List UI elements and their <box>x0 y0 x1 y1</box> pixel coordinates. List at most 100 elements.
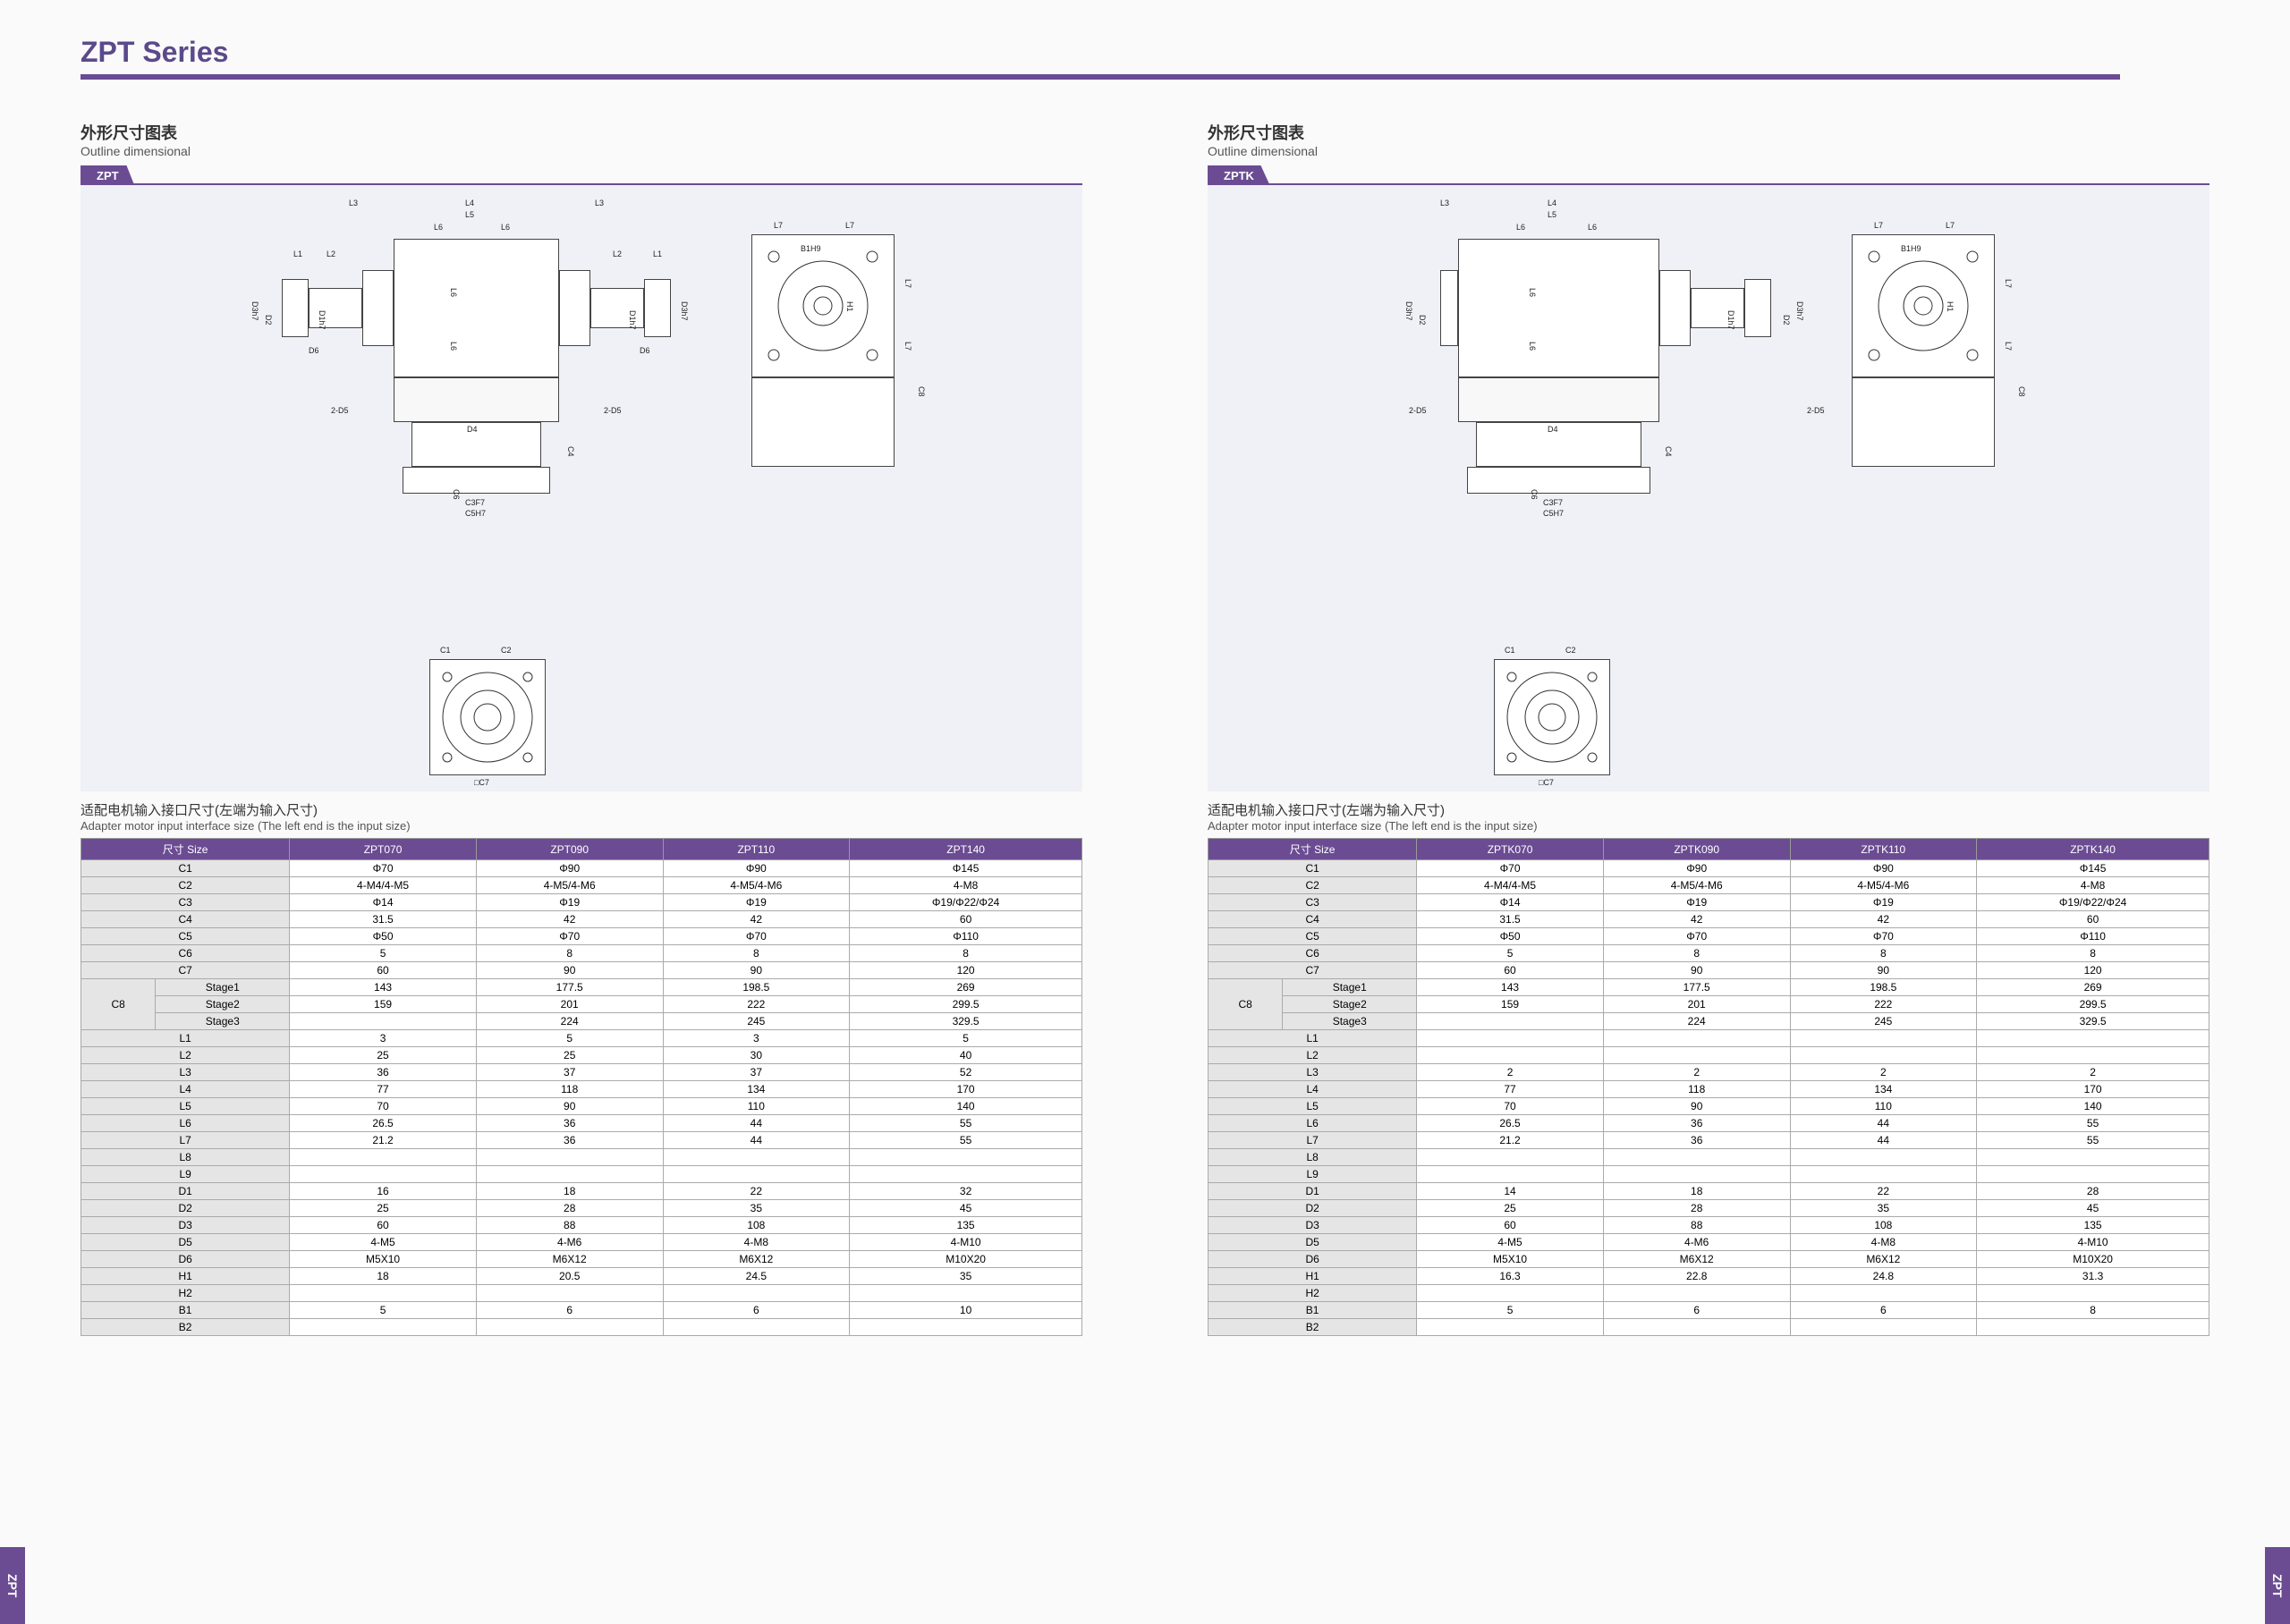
cell: 6 <box>1790 1302 1977 1319</box>
section-title-cn: 外形尺寸图表 <box>1208 121 2209 144</box>
row-label: Stage2 <box>1283 996 1417 1013</box>
cell <box>1603 1319 1790 1336</box>
cell: 22 <box>663 1183 850 1200</box>
cell: M6X12 <box>1790 1251 1977 1268</box>
cell: 18 <box>1603 1183 1790 1200</box>
table-row: L336373752 <box>81 1064 1082 1081</box>
cell: 4-M5 <box>1417 1234 1604 1251</box>
cell: 110 <box>663 1098 850 1115</box>
table-row: L32222 <box>1209 1064 2209 1081</box>
page-header: ZPT Series <box>81 36 2263 85</box>
row-label: L8 <box>81 1149 290 1166</box>
cell: 60 <box>1417 1217 1604 1234</box>
cell: 5 <box>1417 945 1604 962</box>
cell: 222 <box>663 996 850 1013</box>
diagram-zpt: L3 L4 L3 L5 L6 L6 L1 L2 L2 L1 D3h7 D2 D1… <box>81 183 1082 791</box>
cell: 55 <box>1977 1132 2209 1149</box>
row-label: Stage1 <box>156 979 290 996</box>
table-row: L8 <box>81 1149 1082 1166</box>
cell <box>1790 1166 1977 1183</box>
cell: 6 <box>1603 1302 1790 1319</box>
cell <box>1603 1149 1790 1166</box>
cell: 90 <box>1790 962 1977 979</box>
col-header: ZPT140 <box>850 839 1082 860</box>
cell: 110 <box>1790 1098 1977 1115</box>
side-tab-right: ZPT <box>2265 1547 2290 1624</box>
cell: 20.5 <box>476 1268 663 1285</box>
row-label: B2 <box>1209 1319 1417 1336</box>
table-row: C3Φ14Φ19Φ19Φ19/Φ22/Φ24 <box>1209 894 2209 911</box>
cell: Φ90 <box>663 860 850 877</box>
cell: 36 <box>1603 1132 1790 1149</box>
row-label: C6 <box>81 945 290 962</box>
cell <box>1790 1285 1977 1302</box>
table-row: C3Φ14Φ19Φ19Φ19/Φ22/Φ24 <box>81 894 1082 911</box>
cell: 25 <box>290 1200 477 1217</box>
cell: 177.5 <box>1603 979 1790 996</box>
cell <box>1977 1047 2209 1064</box>
cell <box>663 1319 850 1336</box>
table-row: D54-M54-M64-M84-M10 <box>1209 1234 2209 1251</box>
cell <box>476 1149 663 1166</box>
cell: 8 <box>1977 1302 2209 1319</box>
cell: 4-M5/4-M6 <box>476 877 663 894</box>
cell: M5X10 <box>290 1251 477 1268</box>
cell: 25 <box>476 1047 663 1064</box>
cell: 90 <box>476 962 663 979</box>
table-row: C5Φ50Φ70Φ70Φ110 <box>81 928 1082 945</box>
row-label: C5 <box>81 928 290 945</box>
cell: 2 <box>1790 1064 1977 1081</box>
cell: 299.5 <box>1977 996 2209 1013</box>
row-label: D2 <box>81 1200 290 1217</box>
row-label: H2 <box>81 1285 290 1302</box>
cell: 70 <box>290 1098 477 1115</box>
cell: 32 <box>850 1183 1082 1200</box>
cell: 42 <box>476 911 663 928</box>
cell: 70 <box>1417 1098 1604 1115</box>
row-label: L6 <box>1209 1115 1417 1132</box>
cell <box>1790 1149 1977 1166</box>
row-label: D6 <box>81 1251 290 1268</box>
table-zpt: 尺寸 SizeZPT070ZPT090ZPT110ZPT140 C1Φ70Φ90… <box>81 838 1082 1336</box>
group-label: C8 <box>1209 979 1283 1030</box>
header-rule <box>81 74 2120 80</box>
col-header: ZPTK090 <box>1603 839 1790 860</box>
cell: Φ110 <box>850 928 1082 945</box>
cell: 2 <box>1603 1064 1790 1081</box>
cell: 26.5 <box>290 1115 477 1132</box>
cell: Φ19 <box>663 894 850 911</box>
cell: Φ19/Φ22/Φ24 <box>850 894 1082 911</box>
table-row: Stage2159201222299.5 <box>81 996 1082 1013</box>
cell: Φ70 <box>290 860 477 877</box>
cell: 8 <box>1603 945 1790 962</box>
cell: Φ19 <box>1790 894 1977 911</box>
table-row: L477118134170 <box>1209 1081 2209 1098</box>
table-row: D225283545 <box>1209 1200 2209 1217</box>
table-row: C431.5424260 <box>81 911 1082 928</box>
row-label: Stage1 <box>1283 979 1417 996</box>
cell: 90 <box>1603 1098 1790 1115</box>
cell: 8 <box>1977 945 2209 962</box>
cell: 36 <box>476 1115 663 1132</box>
cell: 90 <box>663 962 850 979</box>
cell <box>290 1013 477 1030</box>
cell: 36 <box>1603 1115 1790 1132</box>
cell: 60 <box>850 911 1082 928</box>
table-row: L9 <box>1209 1166 2209 1183</box>
cell: 55 <box>1977 1115 2209 1132</box>
row-label: C3 <box>81 894 290 911</box>
table-row: L57090110140 <box>1209 1098 2209 1115</box>
row-label: D2 <box>1209 1200 1417 1217</box>
cell <box>1417 1319 1604 1336</box>
row-label: D3 <box>1209 1217 1417 1234</box>
row-label: D5 <box>1209 1234 1417 1251</box>
row-label: C1 <box>81 860 290 877</box>
row-label: D5 <box>81 1234 290 1251</box>
cell <box>1977 1149 2209 1166</box>
table-row: H11820.524.535 <box>81 1268 1082 1285</box>
cell: M10X20 <box>1977 1251 2209 1268</box>
table-row: D225283545 <box>81 1200 1082 1217</box>
cell <box>476 1166 663 1183</box>
cell: 5 <box>290 945 477 962</box>
cell: 36 <box>476 1132 663 1149</box>
